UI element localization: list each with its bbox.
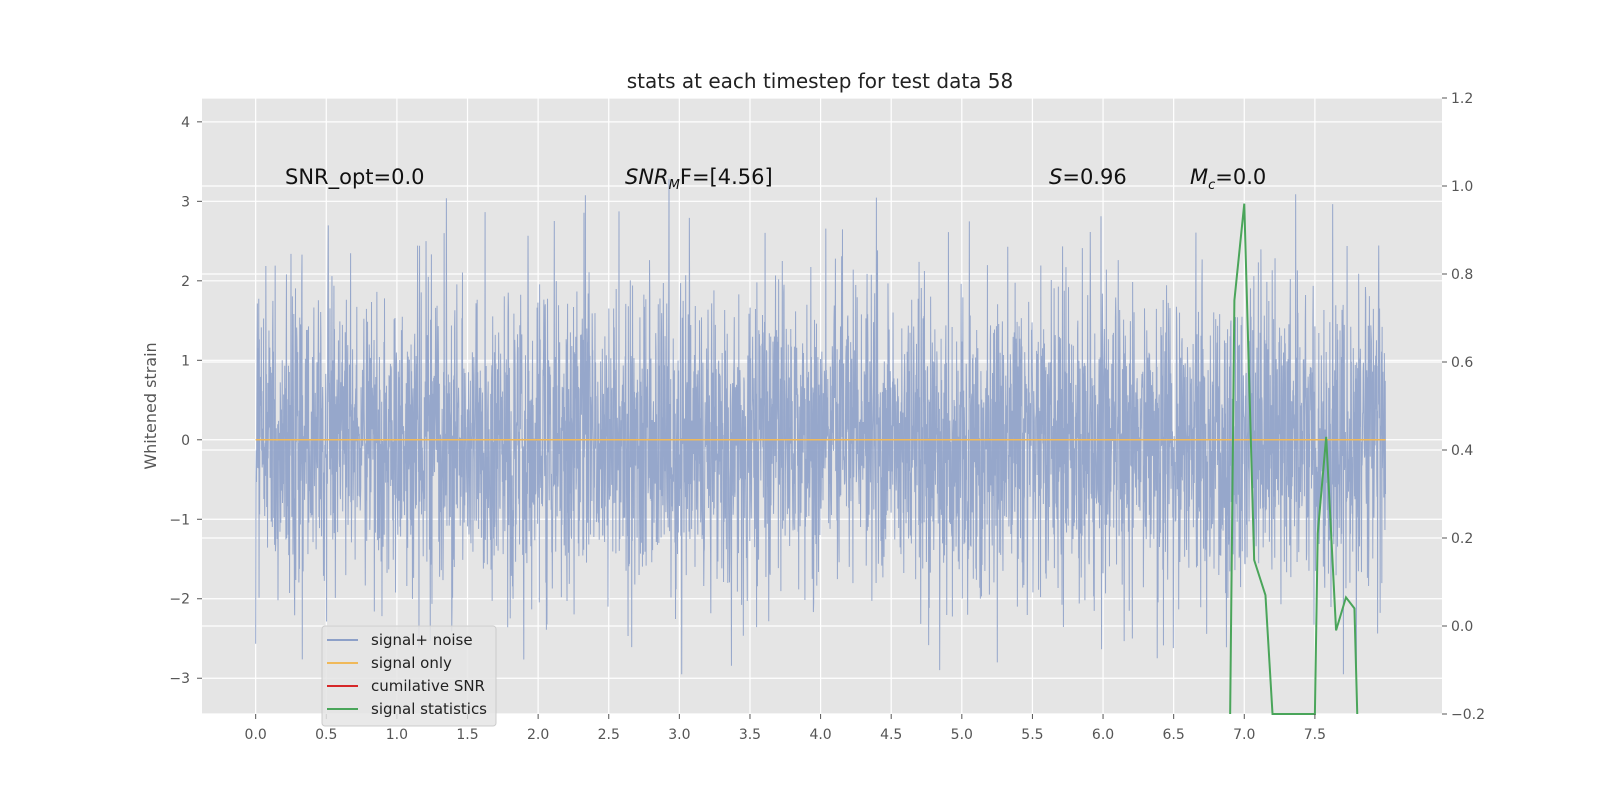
x-tick-label: 6.5 — [1163, 727, 1185, 743]
y-tick-label: 3 — [181, 194, 190, 210]
annotation-snr-mf: SNRMF=[4.56] — [625, 165, 773, 193]
chart-title: stats at each timestep for test data 58 — [627, 69, 1013, 93]
x-tick-label: 3.5 — [739, 727, 761, 743]
x-tick-label: 1.0 — [386, 727, 408, 743]
annotation-s: S=0.96 — [1049, 165, 1127, 189]
x-tick-label: 4.0 — [809, 727, 831, 743]
annotation-snr-opt: SNR_opt=0.0 — [285, 165, 425, 190]
annotation-snr-mf-sub: M — [669, 178, 680, 193]
annotation-s-italic: S — [1049, 165, 1062, 189]
x-tick-label: 1.5 — [456, 727, 478, 743]
y-right-tick-label: 0.4 — [1451, 443, 1473, 459]
series-signal-noise — [255, 178, 1387, 675]
y-tick-label: 0 — [181, 433, 190, 449]
series-signal-noise-line — [255, 178, 1387, 675]
annotations: SNR_opt=0.0 SNRMF=[4.56] S=0.96 Mc=0.0 — [285, 165, 1266, 193]
x-tick-label: 6.0 — [1092, 727, 1114, 743]
x-tick-label: 3.0 — [668, 727, 690, 743]
x-tick-label: 4.5 — [880, 727, 902, 743]
y-tick-label: −1 — [169, 512, 190, 528]
legend: signal+ noise signal only cumilative SNR… — [321, 625, 497, 727]
legend-box — [321, 625, 497, 727]
legend-label-signal-statistics: signal statistics — [371, 700, 487, 718]
y-tick-label: 4 — [181, 115, 190, 131]
y-right-tick-label: 0.0 — [1451, 619, 1473, 635]
y-right-tick-label: 1.2 — [1451, 91, 1473, 107]
annotation-mc-main: M — [1190, 165, 1208, 189]
y-right-tick-label: 0.8 — [1451, 267, 1473, 283]
legend-label-signal-only: signal only — [371, 654, 452, 672]
y-axis-left: −3 −2 −1 0 1 2 3 4 — [169, 115, 202, 687]
y-tick-label: 1 — [181, 353, 190, 369]
y-tick-label: −2 — [169, 592, 190, 608]
y-right-tick-label: −0.2 — [1451, 707, 1485, 723]
x-tick-label: 0.5 — [315, 727, 337, 743]
x-tick-label: 2.5 — [598, 727, 620, 743]
y-right-tick-label: 1.0 — [1451, 179, 1473, 195]
legend-label-cumulative-snr: cumilative SNR — [371, 677, 485, 695]
y-axis-label: Whitened strain — [141, 342, 160, 469]
x-axis: 0.0 0.5 1.0 1.5 2.0 2.5 3.0 3.5 4.0 4.5 5.0 5.5 6.0 6… — [245, 714, 1326, 743]
y-tick-label: 2 — [181, 274, 190, 290]
annotation-mc-sub: c — [1208, 178, 1215, 193]
x-tick-label: 5.5 — [1021, 727, 1043, 743]
y-right-tick-label: 0.6 — [1451, 355, 1473, 371]
y-tick-label: −3 — [169, 671, 190, 687]
annotation-snr-mf-rest: F=[4.56] — [680, 165, 773, 189]
y-axis-right: −0.2 0.0 0.2 0.4 0.6 0.8 1.0 1.2 — [1442, 91, 1485, 723]
x-tick-label: 0.0 — [245, 727, 267, 743]
legend-label-signal-noise: signal+ noise — [371, 631, 473, 649]
annotation-mc: Mc=0.0 — [1190, 165, 1266, 193]
x-tick-label: 5.0 — [951, 727, 973, 743]
y-right-tick-label: 0.2 — [1451, 531, 1473, 547]
annotation-snr-mf-main: SNR — [625, 165, 669, 189]
x-tick-label: 2.0 — [527, 727, 549, 743]
x-tick-label: 7.5 — [1304, 727, 1326, 743]
annotation-mc-rest: =0.0 — [1215, 165, 1266, 189]
annotation-s-rest: =0.96 — [1062, 165, 1126, 189]
x-tick-label: 7.0 — [1233, 727, 1255, 743]
